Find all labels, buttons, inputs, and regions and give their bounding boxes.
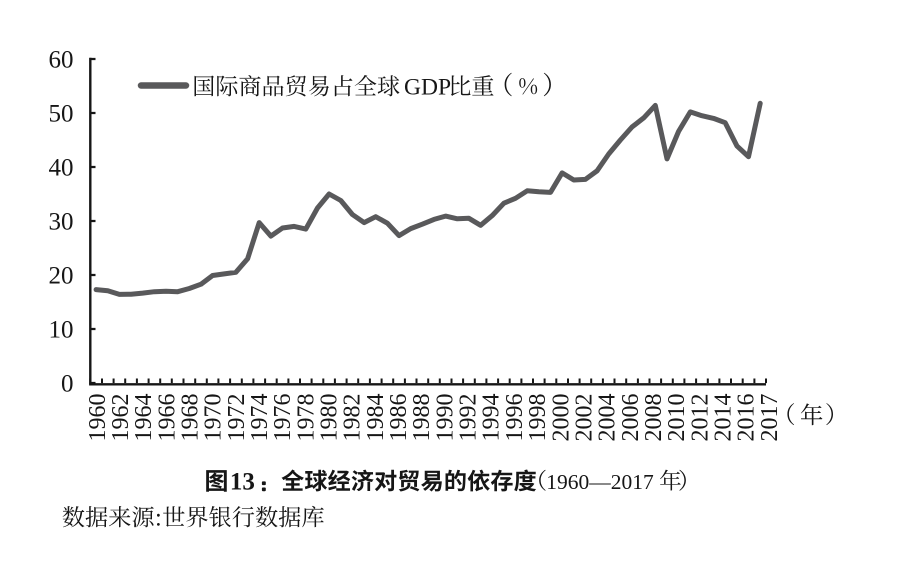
svg-text:40: 40 [49,154,74,181]
svg-text:50: 50 [49,100,74,127]
svg-text:2002: 2002 [571,394,597,442]
svg-text:2008: 2008 [641,394,667,442]
svg-text:2006: 2006 [618,394,644,442]
svg-text:2004: 2004 [595,394,621,442]
svg-text:1988: 1988 [409,394,435,442]
svg-text:2010: 2010 [664,394,690,442]
svg-text:10: 10 [49,316,74,343]
svg-text:1984: 1984 [363,394,389,442]
svg-text:1970: 1970 [201,394,227,442]
svg-text:1996: 1996 [502,394,528,442]
svg-text:1980: 1980 [317,394,343,442]
svg-text:1992: 1992 [456,394,482,442]
svg-text:1982: 1982 [340,394,366,442]
svg-text:13: 13 [230,468,255,495]
svg-text:2000: 2000 [548,394,574,442]
svg-text:1962: 1962 [108,394,134,442]
svg-text:1964: 1964 [131,394,157,442]
svg-text:1990: 1990 [432,394,458,442]
svg-text:1960: 1960 [85,394,111,442]
svg-text:1972: 1972 [224,394,250,442]
svg-text:1986: 1986 [386,394,412,442]
svg-text:2012: 2012 [687,394,713,442]
svg-text:1968: 1968 [178,394,204,442]
svg-text:2014: 2014 [710,394,736,442]
svg-text:1994: 1994 [479,394,505,442]
svg-text:1976: 1976 [270,394,296,442]
svg-text:GDP: GDP [404,75,451,101]
svg-text:2016: 2016 [734,394,760,442]
svg-text:1960—2017: 1960—2017 [546,470,654,494]
svg-text:0: 0 [61,370,74,397]
svg-text:1978: 1978 [293,394,319,442]
svg-text:20: 20 [49,262,74,289]
svg-text:1974: 1974 [247,394,273,442]
svg-text:30: 30 [49,208,74,235]
svg-text:60: 60 [49,46,74,73]
svg-text:1966: 1966 [154,394,180,442]
svg-text:1998: 1998 [525,394,551,442]
svg-text:2017: 2017 [757,394,783,442]
